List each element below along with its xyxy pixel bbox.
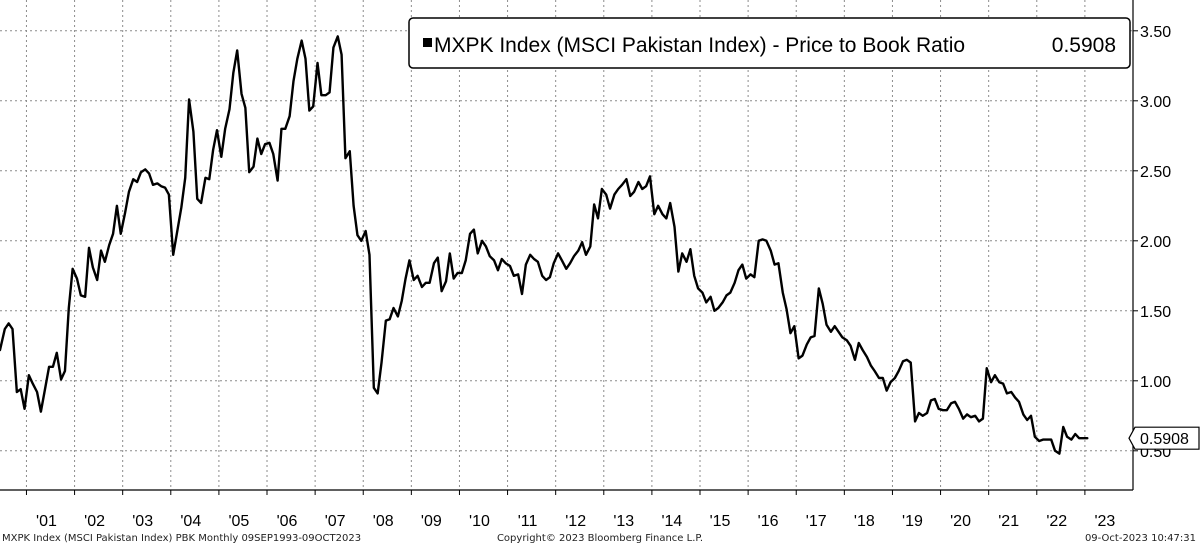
- x-tick-label: '11: [518, 513, 538, 530]
- x-tick-label: '09: [421, 513, 442, 530]
- x-tick-label: '23: [1094, 513, 1115, 530]
- x-tick-label: '13: [613, 513, 634, 530]
- x-tick-label: '08: [373, 513, 394, 530]
- series-line: [0, 35, 1089, 455]
- legend: MXPK Index (MSCI Pakistan Index) - Price…: [408, 17, 1131, 69]
- x-tick-label: '07: [325, 513, 346, 530]
- x-tick-label: '06: [277, 513, 298, 530]
- axes: 0.501.001.502.002.503.003.50'01'02'03'04…: [0, 0, 1200, 530]
- x-tick-label: '02: [84, 513, 105, 530]
- y-tick-label: 1.00: [1140, 374, 1171, 391]
- y-tick-label: 2.00: [1140, 234, 1171, 251]
- x-tick-label: '16: [758, 513, 779, 530]
- x-tick-label: '01: [36, 513, 57, 530]
- x-tick-label: '03: [132, 513, 153, 530]
- x-tick-label: '17: [806, 513, 827, 530]
- x-tick-label: '21: [998, 513, 1019, 530]
- x-tick-label: '14: [661, 513, 682, 530]
- x-tick-label: '19: [902, 513, 923, 530]
- x-tick-label: '18: [854, 513, 875, 530]
- y-tick-label: 1.50: [1140, 304, 1171, 321]
- legend-series-name: MXPK Index (MSCI Pakistan Index) - Price…: [434, 34, 965, 57]
- footer-copyright: Copyright© 2023 Bloomberg Finance L.P.: [496, 533, 704, 544]
- plot-area-background: [0, 0, 1133, 490]
- last-value-tag: [1128, 426, 1200, 450]
- legend-box: [408, 17, 1131, 69]
- series-lines: [0, 35, 1089, 455]
- legend-swatch: [423, 38, 432, 47]
- x-tick-label: '05: [228, 513, 249, 530]
- x-tick-label: '22: [1046, 513, 1067, 530]
- last-value-label: 0.5908: [1140, 431, 1189, 448]
- x-tick-label: '20: [950, 513, 971, 530]
- x-tick-label: '15: [710, 513, 731, 530]
- x-tick-label: '12: [565, 513, 586, 530]
- x-tick-label: '04: [180, 513, 201, 530]
- y-tick-label: 2.50: [1140, 164, 1171, 181]
- y-tick-label: 3.50: [1140, 24, 1171, 41]
- y-tick-label: 3.00: [1140, 94, 1171, 111]
- x-tick-label: '10: [469, 513, 490, 530]
- legend-last-value: 0.5908: [1052, 34, 1116, 57]
- footer-timestamp: 09-Oct-2023 10:47:31: [1084, 533, 1196, 544]
- footer-source-note: MXPK Index (MSCI Pakistan Index) PBK Mon…: [2, 533, 362, 544]
